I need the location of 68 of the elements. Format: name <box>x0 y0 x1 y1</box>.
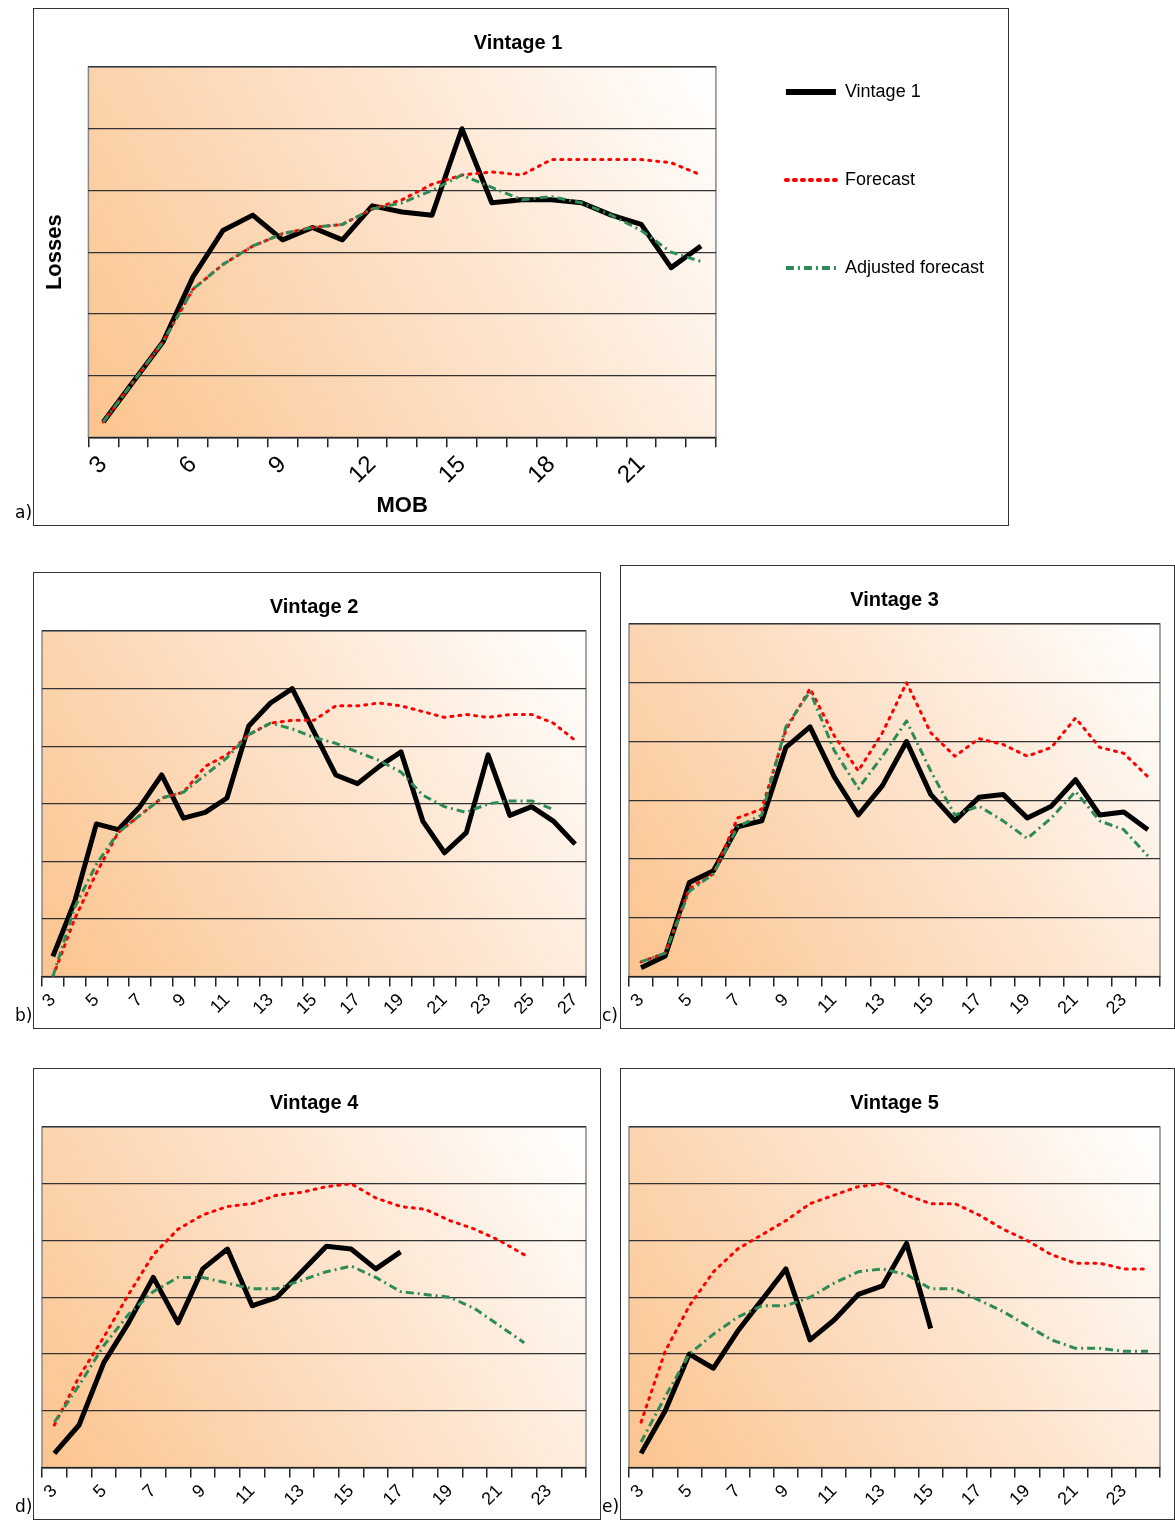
x-tick-label: 9 <box>262 449 291 479</box>
x-tick-label: 3 <box>39 1480 61 1502</box>
x-tick-label: 13 <box>248 989 277 1018</box>
x-tick-label: 17 <box>957 1480 986 1509</box>
x-tick-label: 9 <box>187 1480 210 1502</box>
x-tick-label: 7 <box>125 989 147 1011</box>
x-tick-label: 17 <box>957 989 986 1018</box>
legend-label: Adjusted forecast <box>844 256 984 277</box>
x-tick-label: 9 <box>168 989 190 1011</box>
chart-title: Vintage 3 <box>850 587 939 610</box>
text: c) <box>602 1005 618 1025</box>
x-tick-label: 23 <box>466 989 495 1018</box>
text: d) <box>15 1496 33 1516</box>
x-tick-label: 21 <box>611 449 650 488</box>
x-tick-label: 7 <box>722 1480 744 1502</box>
x-tick-label: 3 <box>83 449 112 479</box>
x-tick-label: 15 <box>329 1480 358 1509</box>
x-tick-label: 19 <box>1005 989 1034 1018</box>
x-tick-label: 13 <box>860 1480 889 1509</box>
x-tick-label: 15 <box>432 449 471 488</box>
x-tick-label: 7 <box>138 1480 160 1502</box>
x-tick-label: 11 <box>813 1480 841 1508</box>
x-tick-label: 23 <box>1101 1480 1131 1509</box>
chart-title: Vintage 5 <box>850 1090 939 1113</box>
chart-title: Vintage 2 <box>269 594 359 617</box>
x-tick-label: 13 <box>279 1480 308 1509</box>
x-tick-label: 5 <box>81 989 103 1011</box>
x-tick-label: 3 <box>38 989 60 1011</box>
x-tick-label: 27 <box>553 989 582 1018</box>
x-tick-label: 15 <box>908 1480 938 1509</box>
x-tick-label: 17 <box>335 989 364 1018</box>
x-tick-label: 21 <box>477 1480 506 1509</box>
text: e) <box>602 1496 620 1516</box>
x-tick-label: 13 <box>860 989 889 1018</box>
legend-label: Vintage 1 <box>844 80 921 101</box>
legend-label: Forecast <box>844 168 915 189</box>
x-tick-label: 15 <box>908 989 938 1018</box>
x-tick-label: 5 <box>88 1480 111 1502</box>
chart-title: Vintage 1 <box>473 30 563 53</box>
x-tick-label: 23 <box>526 1480 556 1509</box>
x-tick-label: 11 <box>205 989 234 1017</box>
chart-title: Vintage 4 <box>269 1090 360 1113</box>
x-tick-label: 19 <box>379 989 408 1018</box>
x-tick-label: 11 <box>813 989 841 1017</box>
x-tick-label: 25 <box>509 989 538 1018</box>
x-tick-label: 21 <box>1053 1480 1082 1509</box>
x-tick-label: 11 <box>231 1480 259 1508</box>
x-tick-label: 21 <box>422 989 451 1018</box>
x-tick-label: 3 <box>626 1480 648 1502</box>
x-tick-label: 15 <box>292 989 321 1018</box>
x-tick-label: 5 <box>674 989 696 1011</box>
text: b) <box>15 1005 33 1025</box>
x-tick-label: 19 <box>428 1480 457 1509</box>
x-tick-label: 18 <box>521 449 560 488</box>
y-axis-title: Losses <box>41 214 67 291</box>
x-tick-label: 19 <box>1005 1480 1034 1509</box>
x-tick-label: 5 <box>674 1480 696 1502</box>
x-tick-label: 3 <box>626 989 648 1011</box>
x-tick-label: 12 <box>342 449 381 488</box>
x-tick-label: 23 <box>1101 989 1131 1018</box>
text: a) <box>15 502 33 522</box>
x-tick-label: 9 <box>771 1480 793 1502</box>
x-tick-label: 7 <box>722 989 744 1011</box>
x-tick-label: 17 <box>378 1480 407 1509</box>
x-axis-title: MOB <box>376 491 428 517</box>
x-tick-label: 6 <box>172 449 202 479</box>
x-tick-label: 9 <box>771 989 793 1011</box>
x-tick-label: 21 <box>1053 989 1082 1018</box>
